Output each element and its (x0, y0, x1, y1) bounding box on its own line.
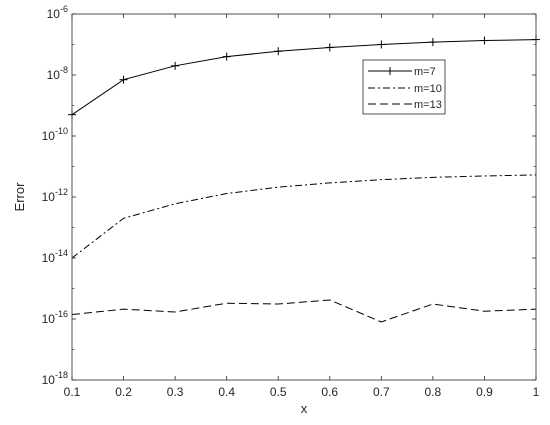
x-tick-label: 0.9 (476, 385, 493, 399)
y-tick-label: 10-18 (42, 370, 68, 387)
x-tick-label: 0.5 (270, 385, 287, 399)
series-line-m=7 (71, 39, 537, 116)
legend-label-m7: m=7 (414, 66, 436, 78)
data-point (274, 47, 283, 56)
y-tick-label: 10-10 (42, 126, 68, 143)
legend-box (362, 59, 446, 115)
y-tick-label: 10-16 (42, 309, 68, 326)
x-tick-label: 0.7 (373, 385, 390, 399)
x-tick-label: 0.2 (115, 385, 132, 399)
x-tick-label: 0.6 (321, 385, 338, 399)
data-point (325, 43, 334, 52)
data-point (377, 40, 386, 49)
legend-label-m13: m=13 (414, 99, 442, 111)
y-tick-label: 10-6 (47, 4, 68, 21)
data-point (222, 52, 231, 61)
x-axis-label: x (301, 401, 308, 416)
series-line-m=13 (71, 299, 537, 323)
x-tick-label: 0.8 (425, 385, 442, 399)
data-point (428, 38, 437, 47)
legend-label-m10: m=10 (414, 83, 442, 95)
plot-lines (68, 35, 540, 323)
y-tick-label: 10-12 (42, 187, 68, 204)
y-axis-label: Error (12, 182, 27, 212)
x-tick-label: 0.4 (218, 385, 235, 399)
x-axis: 0.1 0.2 0.3 0.4 0.5 0.6 0.7 0.8 0.9 1 (64, 14, 540, 399)
data-point (119, 75, 128, 84)
x-tick-label: 0.3 (167, 385, 184, 399)
y-tick-label: 10-8 (47, 65, 68, 82)
x-tick-label: 1 (533, 385, 540, 399)
y-tick-label: 10-14 (42, 248, 68, 265)
x-tick-label: 0.1 (64, 385, 81, 399)
data-point (480, 36, 489, 45)
series-line-m=10 (71, 174, 537, 259)
data-point (171, 61, 180, 70)
y-axis: 10-18 10-16 10-14 10-12 10-10 10-8 10-6 (42, 4, 536, 387)
legend: m=7 m=10 m=13 (362, 59, 446, 115)
